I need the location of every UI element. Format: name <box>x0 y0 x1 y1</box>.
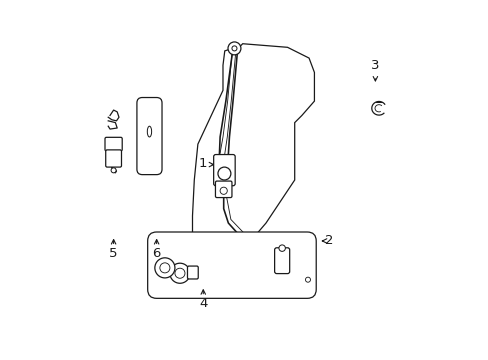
Ellipse shape <box>147 126 151 137</box>
FancyBboxPatch shape <box>213 154 235 186</box>
Text: 3: 3 <box>370 59 379 72</box>
FancyBboxPatch shape <box>187 266 198 279</box>
FancyBboxPatch shape <box>274 248 289 274</box>
Circle shape <box>218 167 230 180</box>
Text: 2: 2 <box>324 234 332 247</box>
Circle shape <box>220 187 227 194</box>
Circle shape <box>111 168 116 173</box>
Circle shape <box>160 263 169 273</box>
FancyBboxPatch shape <box>105 150 121 167</box>
Text: 1: 1 <box>199 157 207 170</box>
Text: 6: 6 <box>152 247 161 260</box>
FancyBboxPatch shape <box>215 181 231 198</box>
Circle shape <box>305 277 310 282</box>
Circle shape <box>175 268 184 278</box>
FancyBboxPatch shape <box>137 98 162 175</box>
Circle shape <box>227 42 241 55</box>
Circle shape <box>278 245 285 251</box>
Text: 4: 4 <box>199 297 207 310</box>
Circle shape <box>155 258 175 278</box>
FancyBboxPatch shape <box>105 137 122 151</box>
Circle shape <box>231 46 237 51</box>
Text: 5: 5 <box>109 247 118 260</box>
Circle shape <box>169 263 190 283</box>
FancyBboxPatch shape <box>147 232 316 298</box>
PathPatch shape <box>192 44 314 264</box>
